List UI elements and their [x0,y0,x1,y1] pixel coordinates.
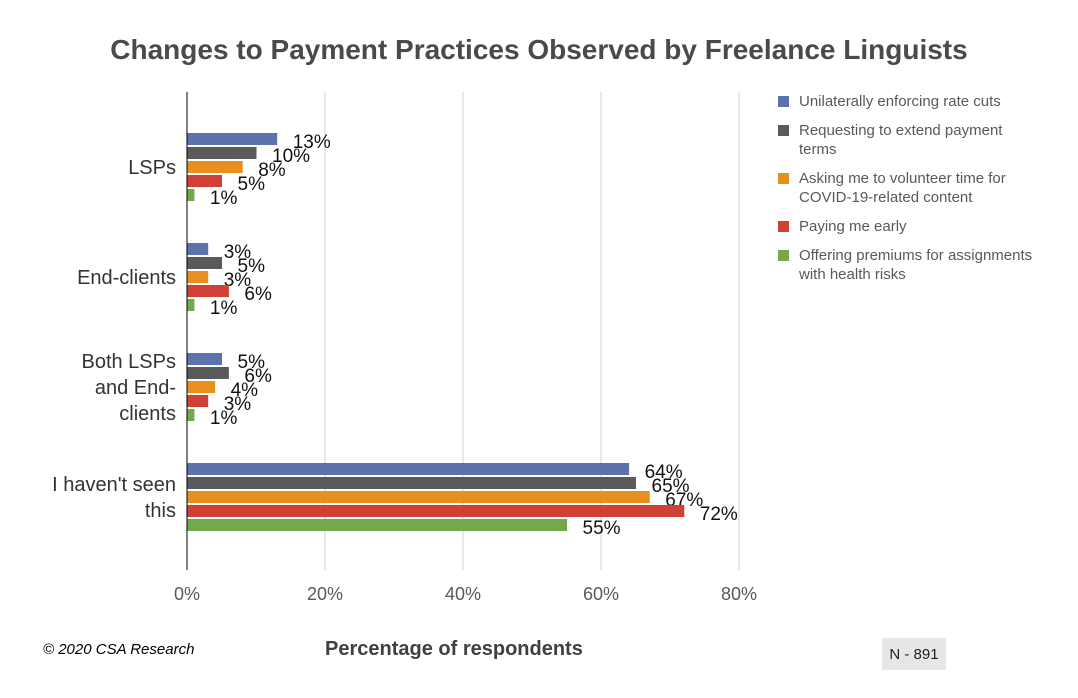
bar [187,395,209,407]
bar [187,189,195,201]
data-label: 55% [583,518,621,539]
x-tick-label: 20% [307,584,343,604]
data-label: 1% [210,188,238,209]
data-label: 8% [258,160,286,181]
chart-title: Changes to Payment Practices Observed by… [110,34,968,65]
bar [187,367,229,379]
legend-item: Offering premiums for assignments with h… [778,246,1038,284]
category-label: this [145,500,176,522]
bar [187,299,195,311]
legend: Unilaterally enforcing rate cuts Requesti… [778,92,1038,294]
bar [187,161,243,173]
x-tick-label: 80% [721,584,757,604]
data-label: 65% [652,476,690,497]
data-label: 10% [272,146,310,167]
x-axis-title: Percentage of respondents [325,638,583,660]
data-label: 3% [224,242,252,263]
data-label: 72% [700,504,738,525]
category-label: I haven't seen [52,474,176,496]
legend-label: Requesting to extend payment terms [799,122,1003,158]
legend-label: Unilaterally enforcing rate cuts [799,93,1001,110]
data-label: 5% [238,174,266,195]
x-tick-label: 0% [174,584,200,604]
sample-size-badge: N - 891 [882,638,946,670]
bar [187,463,630,475]
legend-swatch [778,173,789,184]
data-label: 64% [645,462,683,483]
bar [187,519,567,531]
bar [187,257,222,269]
data-label: 3% [224,270,252,291]
bar [187,477,636,489]
legend-item: Asking me to volunteer time for COVID-19… [778,169,1038,207]
x-tick-label: 60% [583,584,619,604]
data-label: 1% [210,408,238,429]
legend-label: Asking me to volunteer time for COVID-19… [799,170,1006,206]
category-label: and End- [95,377,176,399]
legend-label: Offering premiums for assignments with h… [799,247,1033,283]
category-label: End-clients [77,267,176,289]
bar [187,409,195,421]
bar [187,243,209,255]
bar [187,147,257,159]
legend-label: Paying me early [799,218,907,235]
data-label: 5% [238,256,266,277]
bar [187,505,685,517]
legend-swatch [778,125,789,136]
bar [187,491,650,503]
data-label: 13% [293,132,331,153]
legend-swatch [778,221,789,232]
category-label: clients [119,403,176,425]
copyright-notice: © 2020 CSA Research [43,641,195,658]
legend-item: Unilaterally enforcing rate cuts [778,92,1038,111]
bar [187,271,209,283]
legend-swatch [778,96,789,107]
data-label: 6% [244,366,272,387]
data-label: 3% [224,394,252,415]
legend-swatch [778,250,789,261]
legend-item: Paying me early [778,217,1038,236]
bar [187,285,229,297]
data-label: 4% [231,380,259,401]
data-label: 6% [244,284,272,305]
bar [187,353,222,365]
data-label: 5% [238,352,266,373]
bar [187,133,278,145]
bar [187,175,222,187]
bar [187,381,216,393]
category-label: LSPs [128,157,176,179]
x-tick-label: 40% [445,584,481,604]
data-label: 1% [210,298,238,319]
category-label: Both LSPs [81,351,176,373]
legend-item: Requesting to extend payment terms [778,121,1038,159]
